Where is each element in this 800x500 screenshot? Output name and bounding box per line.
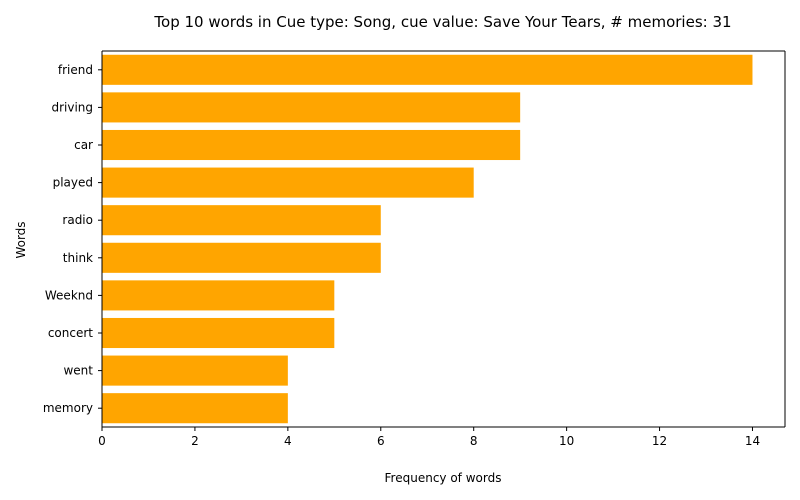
bar-weeknd [102,280,335,311]
x-ticks-group: 0 2 4 6 8 10 12 14 [98,427,760,448]
x-tick-label: 6 [377,434,385,448]
x-tick-label: 8 [470,434,478,448]
bar-played [102,167,474,198]
y-tick-label: car [74,138,93,152]
bar-concert [102,317,335,349]
y-tick-label: went [63,364,93,378]
bar-went [102,355,288,386]
bar-radio [102,205,381,236]
y-tick-label: think [63,251,93,265]
x-tick-label: 4 [284,434,292,448]
x-tick-label: 0 [98,434,106,448]
bar-driving [102,92,521,123]
x-tick-label: 2 [191,434,199,448]
y-tick-label: memory [43,401,93,415]
x-tick-label: 14 [745,434,760,448]
x-axis-label: Frequency of words [385,471,502,485]
y-tick-label: friend [58,63,93,77]
bar-think [102,242,381,273]
bar-car [102,129,521,161]
y-tick-label: Weeknd [45,288,93,302]
chart-title: Top 10 words in Cue type: Song, cue valu… [153,13,731,31]
bar-friend [102,54,753,85]
y-tick-label: concert [48,326,93,340]
x-tick-label: 12 [652,434,667,448]
bars-group [102,54,753,424]
axes-spines [101,50,786,428]
y-ticks-group: friend driving car played radio think Weeknd co… [43,63,102,415]
x-tick-label: 10 [559,434,574,448]
y-tick-label: played [53,176,93,190]
y-tick-label: radio [62,213,93,227]
y-tick-label: driving [51,100,93,114]
bar-memory [102,393,288,424]
y-axis-label: Words [14,221,28,258]
